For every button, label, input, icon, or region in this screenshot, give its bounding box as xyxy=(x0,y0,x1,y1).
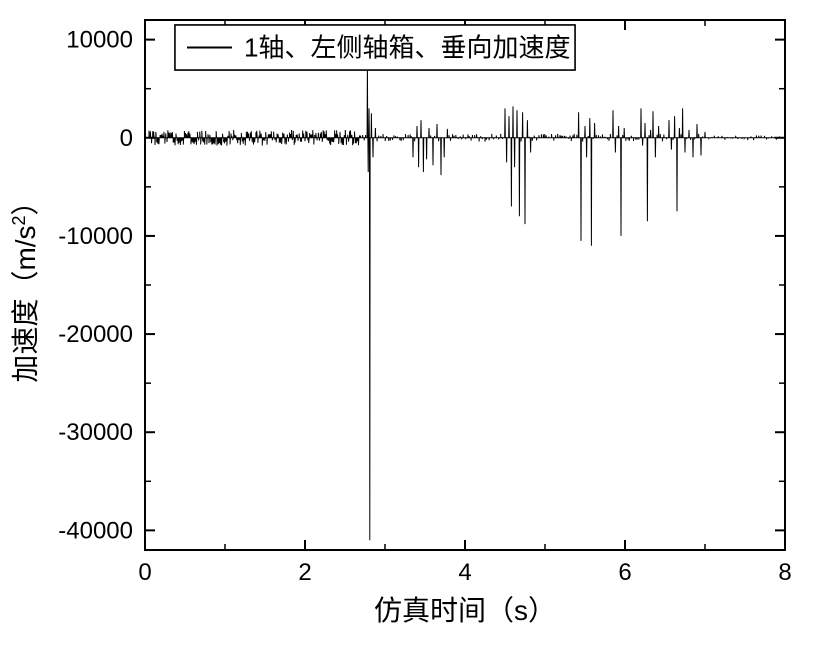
x-tick-label: 0 xyxy=(138,559,151,586)
x-tick-label: 2 xyxy=(298,559,311,586)
x-tick-label: 4 xyxy=(458,559,471,586)
series-line xyxy=(149,59,780,540)
legend-text: 1轴、左侧轴箱、垂向加速度 xyxy=(244,33,570,63)
x-tick-label: 6 xyxy=(618,559,631,586)
x-tick-label: 8 xyxy=(778,559,791,586)
y-tick-label: -20000 xyxy=(58,321,133,348)
y-tick-label: 10000 xyxy=(66,27,133,54)
chart-svg: 0 2 4 6 8 -40000 -30000 -20000 -10000 0 10000 仿真时间（… xyxy=(0,0,830,658)
y-tick-label: -40000 xyxy=(58,517,133,544)
y-axis-label: 加速度（m/s2） xyxy=(9,187,41,382)
y-tick-label: -10000 xyxy=(58,223,133,250)
y-tick-label: -30000 xyxy=(58,419,133,446)
chart-container: 0 2 4 6 8 -40000 -30000 -20000 -10000 0 10000 仿真时间（… xyxy=(0,0,830,658)
x-axis-label: 仿真时间（s） xyxy=(374,595,556,626)
y-tick-label: 0 xyxy=(120,125,133,152)
plot-border xyxy=(145,20,785,550)
